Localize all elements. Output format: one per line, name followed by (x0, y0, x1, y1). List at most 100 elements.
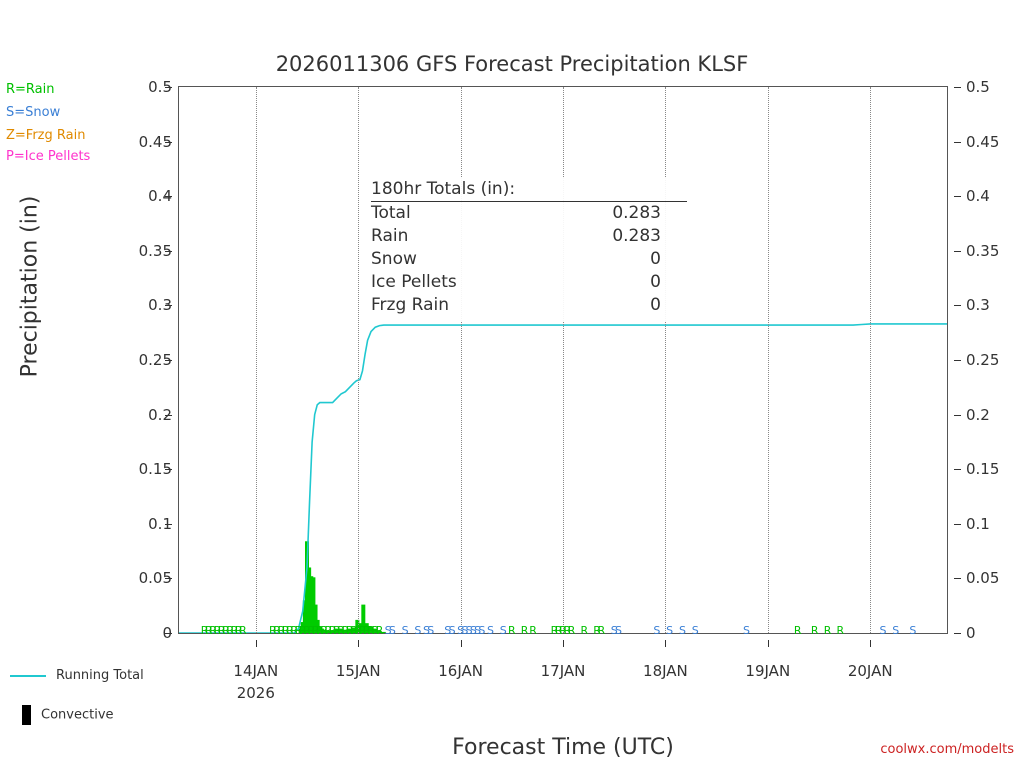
precip-type-marker-R: R (520, 624, 529, 637)
y-tick-left-0.15: 0.15 (138, 460, 172, 479)
x-tickmark (358, 640, 360, 647)
precip-type-marker-S: S (474, 624, 482, 637)
gridline-15jan (358, 87, 360, 633)
precip-type-marker-S: S (388, 624, 396, 637)
precip-type-marker-R: R (567, 624, 576, 637)
precip-type-marker-R: R (200, 624, 209, 637)
infobox-label-ice-pellets: Ice Pellets (371, 272, 457, 292)
precip-bar (300, 622, 305, 633)
infobox-value-ice-pellets: 0 (650, 272, 661, 292)
precip-type-marker-S: S (678, 624, 686, 637)
x-tick-20jan: 20JAN (847, 662, 893, 680)
infobox-row-ice-pellets: Ice Pellets 0 (371, 271, 701, 294)
y-tickmark-left (165, 414, 172, 416)
precip-type-marker-S: S (486, 624, 494, 637)
y-tickmark-right (954, 141, 961, 143)
convective-legend-label: Convective (41, 707, 114, 723)
precip-bar (347, 628, 352, 633)
precip-bar (355, 619, 360, 633)
precip-type-marker-R: R (222, 624, 230, 637)
y-axis-left: 0 0.05 0.1 0.15 0.2 0.25 0.3 0.35 0.4 0.45 0.5 (110, 78, 172, 642)
precip-type-marker-S: S (401, 624, 409, 637)
convective-box-swatch (22, 705, 31, 725)
precip-type-marker-S: S (465, 624, 473, 637)
y-tick-right-0.4: 0.4 (966, 187, 990, 206)
precip-type-marker-R: R (354, 624, 363, 637)
y-tick-right-0.25: 0.25 (966, 351, 1000, 369)
precip-type-marker-R: R (836, 624, 845, 637)
precip-type-marker-S: S (448, 624, 456, 637)
precip-bar (302, 600, 307, 633)
x-tickmark (563, 640, 564, 647)
precip-type-marker-R: R (324, 624, 333, 637)
x-axis-year-label: 2026 (236, 684, 275, 702)
infobox-label-frzg-rain: Frzg Rain (371, 295, 450, 315)
precip-bar (334, 628, 339, 633)
precip-type-marker-R: R (810, 624, 819, 637)
y-axis-label: Precipitation (in) (17, 195, 43, 378)
infobox-row-frzg-rain: Frzg Rain 0 (371, 294, 701, 317)
frzg-rain-key: Z=Frzg Rain (6, 128, 86, 143)
infobox-value-rain: 0.283 (612, 226, 661, 246)
precip-type-marker-R: R (286, 624, 294, 637)
infobox-row-rain: Rain 0.283 (371, 225, 701, 248)
y-tickmark-left (165, 633, 172, 634)
infobox-row-snow: Snow 0 (371, 248, 701, 271)
x-axis: 14JAN 15JAN 16JAN 17JAN 18JAN 19JAN 20JAN 2026 (178, 640, 948, 702)
page-title: 2026011306 GFS Forecast Precipitation KL… (275, 52, 749, 76)
gridline-18jan (665, 87, 667, 633)
precip-bar (369, 626, 373, 633)
x-axis-label: Forecast Time (UTC) (452, 735, 674, 760)
precip-type-marker-R: R (362, 624, 371, 637)
precip-type-marker-R: R (303, 624, 311, 637)
infobox-label-snow: Snow (371, 249, 417, 269)
precip-type-marker-R: R (307, 624, 316, 637)
infobox-label-total: Total (371, 203, 411, 223)
y-tickmark-right (954, 633, 961, 634)
precip-bar (311, 577, 316, 633)
precip-bar (343, 629, 348, 633)
precip-type-marker-R: R (337, 624, 345, 637)
y-tick-right-0.15: 0.15 (966, 460, 1000, 479)
precip-type-marker-R: R (315, 624, 324, 637)
precip-type-marker-R: R (234, 624, 243, 637)
precip-type-marker-S: S (414, 624, 422, 637)
precip-type-marker-S: S (610, 624, 618, 637)
precip-bar (309, 576, 314, 633)
y-tick-right-0.1: 0.1 (966, 514, 990, 533)
x-tick-18jan: 18JAN (643, 662, 688, 680)
y-tickmark-left (165, 523, 172, 525)
y-tick-left-0.5: 0.5 (148, 78, 172, 96)
precip-type-marker-R: R (213, 624, 222, 637)
x-tickmark (255, 640, 257, 647)
precip-bar (361, 604, 366, 633)
precip-type-marker-S: S (499, 624, 507, 637)
y-tickmark-right (954, 414, 961, 416)
precip-bar (307, 567, 312, 633)
precip-type-marker-R: R (239, 624, 247, 637)
precip-bar (319, 628, 324, 633)
y-tick-right-0.35: 0.35 (966, 241, 1000, 260)
precip-type-marker-R: R (341, 624, 350, 637)
precip-type-marker-R: R (205, 624, 213, 637)
precip-type-marker-R: R (823, 624, 832, 637)
precip-type-marker-R: R (371, 624, 380, 637)
precip-type-marker-R: R (345, 624, 354, 637)
precip-bar (377, 630, 382, 633)
x-tick-15jan: 15JAN (335, 662, 381, 680)
y-tickmark-left (165, 141, 172, 143)
precip-type-marker-R: R (230, 624, 239, 637)
y-tickmark-right (954, 87, 961, 88)
y-tick-left-0.45: 0.45 (138, 132, 172, 151)
precip-type-marker-R: R (320, 624, 328, 637)
x-tickmark (460, 640, 462, 647)
plot-area: 180hr Totals (in): Total 0.283 Rain 0.28… (178, 86, 948, 637)
precip-type-marker-R: R (281, 624, 290, 637)
precip-type-marker-R: R (358, 624, 367, 637)
credit-text: coolwx.com/modelts (880, 742, 1014, 757)
precip-type-marker-R: R (554, 624, 563, 637)
gridline-17jan (563, 87, 565, 633)
precip-type-marker-S: S (384, 624, 392, 637)
y-tick-left-0.3: 0.3 (148, 296, 172, 315)
precip-type-marker-R: R (550, 624, 559, 637)
